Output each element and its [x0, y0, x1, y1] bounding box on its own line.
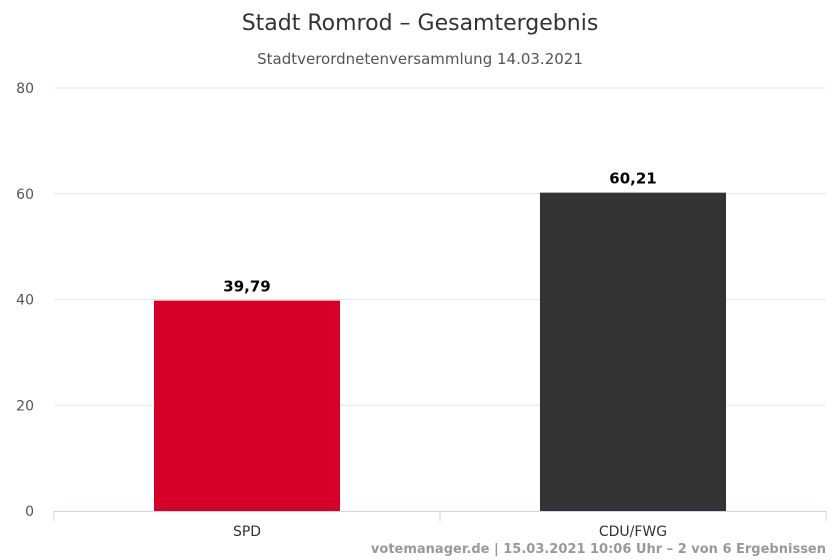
- bar-cdu-fwg[interactable]: [539, 192, 727, 511]
- chart-subtitle: Stadtverordnetenversammlung 14.03.2021: [257, 50, 583, 68]
- y-axis: 0 20 40 60 80: [16, 81, 34, 520]
- chart-title: Stadt Romrod – Gesamtergebnis: [242, 11, 599, 36]
- y-tick-label: 0: [25, 504, 34, 520]
- bars: [153, 192, 727, 511]
- x-tick-label: CDU/FWG: [599, 524, 667, 540]
- y-tick-label: 20: [16, 398, 34, 414]
- x-axis: SPD CDU/FWG: [53, 511, 827, 540]
- credits-text: votemanager.de | 15.03.2021 10:06 Uhr – …: [371, 542, 826, 557]
- bar-spd[interactable]: [153, 300, 341, 511]
- data-label: 39,79: [223, 278, 270, 296]
- data-label: 60,21: [609, 170, 656, 188]
- y-tick-label: 60: [16, 187, 34, 203]
- y-tick-label: 40: [16, 293, 34, 309]
- y-tick-label: 80: [16, 81, 34, 97]
- data-labels: 39,79 60,21: [223, 170, 656, 296]
- x-tick-label: SPD: [233, 524, 261, 540]
